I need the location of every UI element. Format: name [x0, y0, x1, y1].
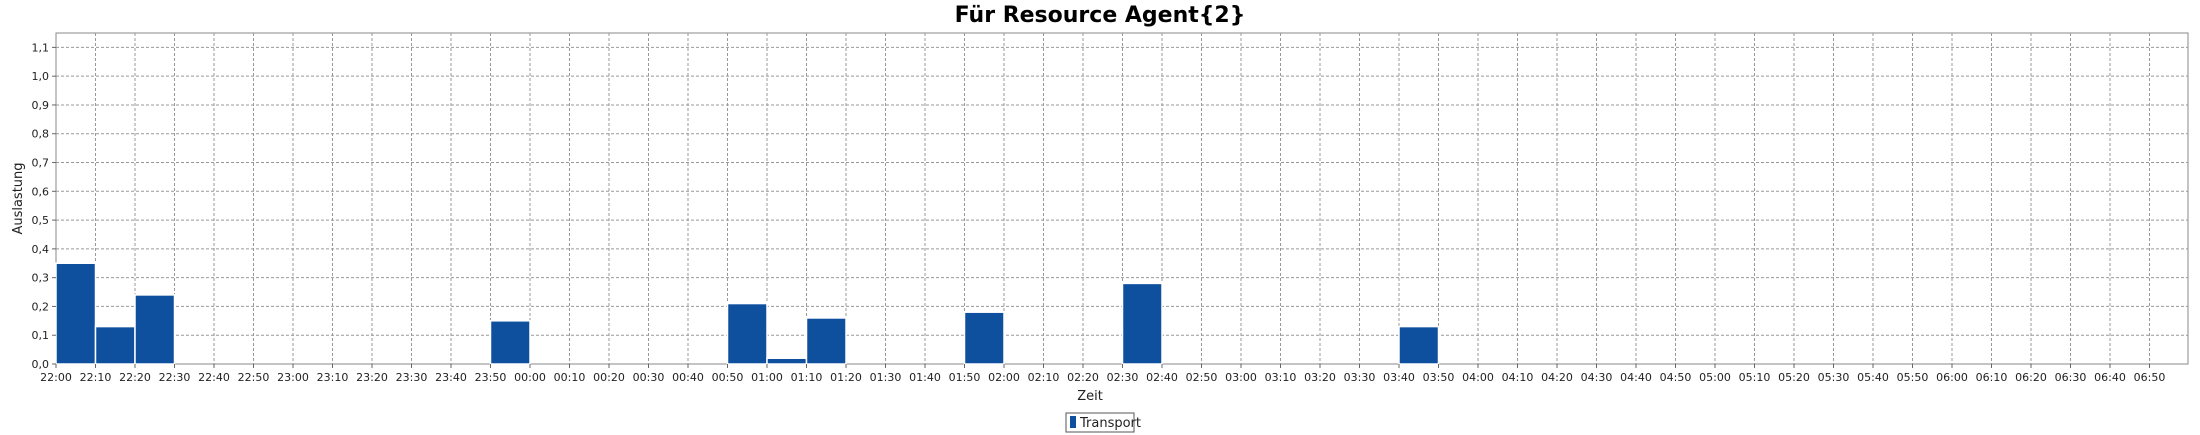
- x-tick-label: 01:10: [791, 371, 823, 384]
- x-tick-label: 04:30: [1581, 371, 1613, 384]
- bars: [55, 262, 1440, 365]
- bar-2200: [55, 262, 97, 365]
- x-axis: 22:00 22:10 22:20 22:30 22:40 22:50 23:00 23:10…: [40, 364, 2165, 384]
- x-tick-label: 23:00: [277, 371, 309, 384]
- x-tick-label: 01:40: [909, 371, 941, 384]
- x-tick-label: 06:00: [1936, 371, 1968, 384]
- x-tick-label: 06:20: [2015, 371, 2047, 384]
- x-tick-label: 04:20: [1541, 371, 1573, 384]
- x-tick-label: 06:10: [1976, 371, 2008, 384]
- x-tick-label: 04:50: [1660, 371, 1692, 384]
- x-tick-label: 06:50: [2134, 371, 2166, 384]
- x-tick-label: 00:20: [593, 371, 625, 384]
- x-tick-label: 23:40: [435, 371, 467, 384]
- legend-box: [1065, 412, 1135, 433]
- x-tick-label: 01:00: [751, 371, 783, 384]
- x-tick-label: 22:10: [80, 371, 112, 384]
- x-tick-label: 03:20: [1304, 371, 1336, 384]
- x-tick-label: 02:50: [1186, 371, 1218, 384]
- x-tick-label: 22:20: [119, 371, 151, 384]
- x-tick-label: 23:50: [475, 371, 507, 384]
- x-tick-label: 22:00: [40, 371, 72, 384]
- x-tick-label: 04:00: [1462, 371, 1494, 384]
- x-tick-label: 03:40: [1383, 371, 1415, 384]
- x-tick-label: 04:40: [1620, 371, 1652, 384]
- x-tick-label: 05:40: [1857, 371, 1889, 384]
- y-tick-label: 0,7: [32, 157, 50, 170]
- x-tick-label: 05:50: [1897, 371, 1929, 384]
- bar-0150: [963, 311, 1005, 365]
- x-tick-label: 22:40: [198, 371, 230, 384]
- x-tick-label: 03:30: [1344, 371, 1376, 384]
- x-tick-label: 02:30: [1107, 371, 1139, 384]
- x-tick-label: 00:00: [514, 371, 546, 384]
- y-tick-label: 0,2: [32, 300, 50, 313]
- y-axis: 0,0 0,1 0,2 0,3 0,4 0,5 0,6 0,7 0,8 0,9 1,0 1,1: [32, 41, 56, 371]
- bar-0230: [1121, 282, 1163, 365]
- legend-label: Transport: [1079, 416, 1141, 431]
- y-tick-label: 0,0: [32, 358, 50, 371]
- x-tick-label: 06:30: [2055, 371, 2087, 384]
- y-tick-label: 0,5: [32, 214, 50, 227]
- legend-swatch: [1070, 416, 1076, 428]
- bar-0110: [805, 317, 847, 365]
- x-tick-label: 02:10: [1028, 371, 1060, 384]
- x-tick-label: 05:00: [1699, 371, 1731, 384]
- x-tick-label: 03:50: [1423, 371, 1455, 384]
- x-tick-label: 01:30: [870, 371, 902, 384]
- y-tick-label: 1,0: [32, 70, 50, 83]
- x-tick-label: 03:10: [1265, 371, 1297, 384]
- y-axis-label: Auslastung: [11, 162, 26, 234]
- y-tick-label: 0,8: [32, 128, 50, 141]
- x-tick-label: 05:10: [1739, 371, 1771, 384]
- bar-2350: [489, 320, 531, 365]
- grid: [56, 33, 2188, 364]
- bar-0050: [726, 302, 768, 365]
- x-tick-label: 05:30: [1818, 371, 1850, 384]
- x-axis-label: Zeit: [1077, 389, 1103, 404]
- x-tick-label: 22:30: [159, 371, 191, 384]
- y-tick-label: 0,6: [32, 185, 50, 198]
- x-tick-label: 00:50: [712, 371, 744, 384]
- y-tick-label: 0,1: [32, 329, 50, 342]
- x-tick-label: 00:10: [554, 371, 586, 384]
- y-tick-label: 1,1: [32, 41, 50, 54]
- y-tick-label: 0,9: [32, 99, 50, 112]
- x-tick-label: 00:30: [633, 371, 665, 384]
- bar-0340: [1398, 325, 1440, 365]
- x-tick-label: 23:30: [396, 371, 428, 384]
- bar-0100: [766, 357, 808, 365]
- x-tick-label: 01:20: [830, 371, 862, 384]
- x-tick-label: 00:40: [672, 371, 704, 384]
- x-tick-label: 06:40: [2094, 371, 2126, 384]
- x-tick-label: 03:00: [1225, 371, 1257, 384]
- x-tick-label: 23:10: [317, 371, 349, 384]
- chart-title: Für Resource Agent{2}: [955, 3, 1246, 28]
- legend: Transport: [1065, 412, 1141, 433]
- x-tick-label: 02:40: [1146, 371, 1178, 384]
- x-tick-label: 02:20: [1067, 371, 1099, 384]
- x-tick-label: 04:10: [1502, 371, 1534, 384]
- bar-2220: [134, 294, 176, 365]
- x-tick-label: 01:50: [949, 371, 981, 384]
- bar-2210: [94, 325, 136, 365]
- y-tick-label: 0,3: [32, 272, 50, 285]
- x-tick-label: 22:50: [238, 371, 270, 384]
- x-tick-label: 02:00: [988, 371, 1020, 384]
- y-tick-label: 0,4: [32, 243, 50, 256]
- x-tick-label: 23:20: [356, 371, 388, 384]
- x-tick-label: 05:20: [1778, 371, 1810, 384]
